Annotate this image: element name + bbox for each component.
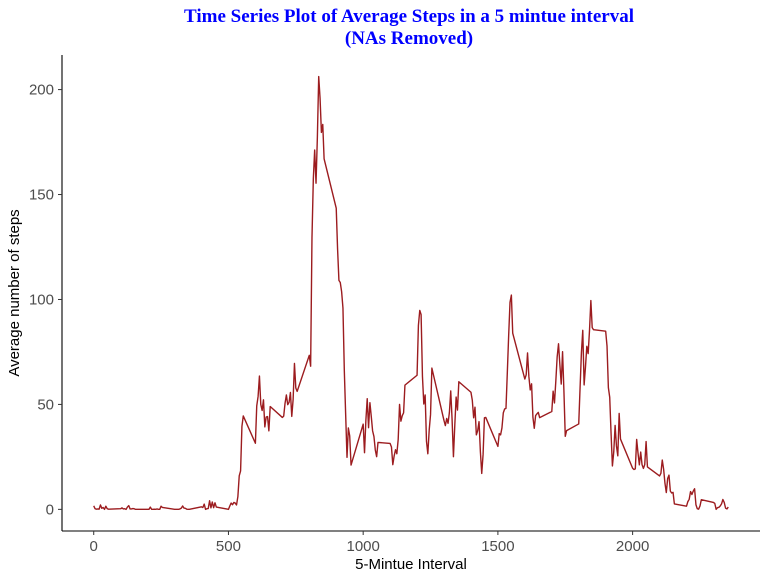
y-tick-label: 150 xyxy=(29,187,54,204)
y-tick-label: 0 xyxy=(46,501,54,518)
y-tick-label: 200 xyxy=(29,82,54,99)
x-axis-title: 5-Mintue Interval xyxy=(355,556,467,573)
data-line xyxy=(93,75,729,511)
y-tick-label: 50 xyxy=(37,396,54,413)
chart-subtitle: (NAs Removed) xyxy=(345,28,473,49)
x-tick-label: 500 xyxy=(216,538,241,555)
y-tick-label: 100 xyxy=(29,291,54,308)
x-tick-label: 1000 xyxy=(346,538,379,555)
chart-title: Time Series Plot of Average Steps in a 5… xyxy=(184,6,634,27)
x-tick-label: 0 xyxy=(90,538,98,555)
y-axis-title: Average number of steps xyxy=(6,209,23,376)
x-tick-label: 2000 xyxy=(616,538,649,555)
x-tick-label: 1500 xyxy=(481,538,514,555)
